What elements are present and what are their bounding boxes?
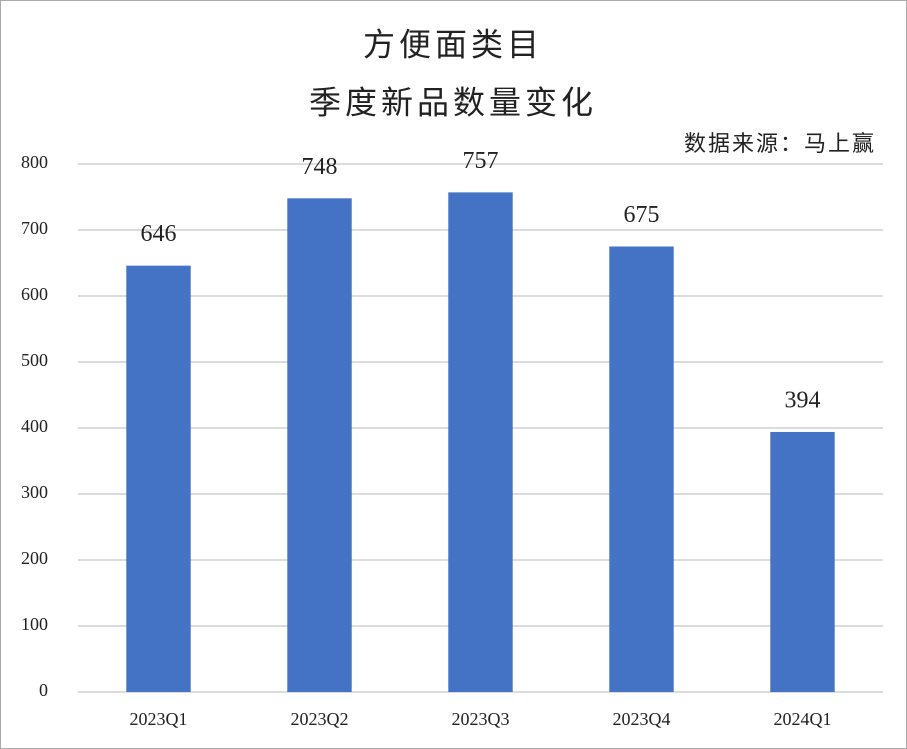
y-tick-label: 500 xyxy=(21,350,48,370)
data-label: 748 xyxy=(302,154,338,180)
x-tick-label: 2023Q2 xyxy=(291,709,349,729)
x-tick-label: 2023Q4 xyxy=(613,709,671,729)
y-tick-label: 800 xyxy=(21,152,48,172)
bar xyxy=(770,431,835,692)
data-label: 646 xyxy=(141,221,177,247)
bar xyxy=(126,265,191,692)
x-tick-label: 2023Q3 xyxy=(452,709,510,729)
source-note: 数据来源：马上赢 xyxy=(684,131,876,156)
x-tick-label: 2024Q1 xyxy=(774,709,832,729)
bar xyxy=(609,246,674,692)
y-tick-label: 600 xyxy=(21,284,48,304)
bar xyxy=(287,198,352,692)
chart-subtitle: 季度新品数量变化 xyxy=(309,84,597,120)
y-tick-label: 0 xyxy=(39,680,48,700)
chart-title: 方便面类目 xyxy=(363,26,543,62)
y-tick-label: 200 xyxy=(21,548,48,568)
data-label: 675 xyxy=(624,202,660,228)
y-tick-label: 300 xyxy=(21,482,48,502)
data-label: 394 xyxy=(785,387,821,413)
y-tick-label: 700 xyxy=(21,218,48,238)
data-label: 757 xyxy=(463,148,499,174)
y-tick-label: 400 xyxy=(21,416,48,436)
bar xyxy=(448,192,513,692)
x-tick-label: 2023Q1 xyxy=(130,709,188,729)
y-tick-label: 100 xyxy=(21,614,48,634)
